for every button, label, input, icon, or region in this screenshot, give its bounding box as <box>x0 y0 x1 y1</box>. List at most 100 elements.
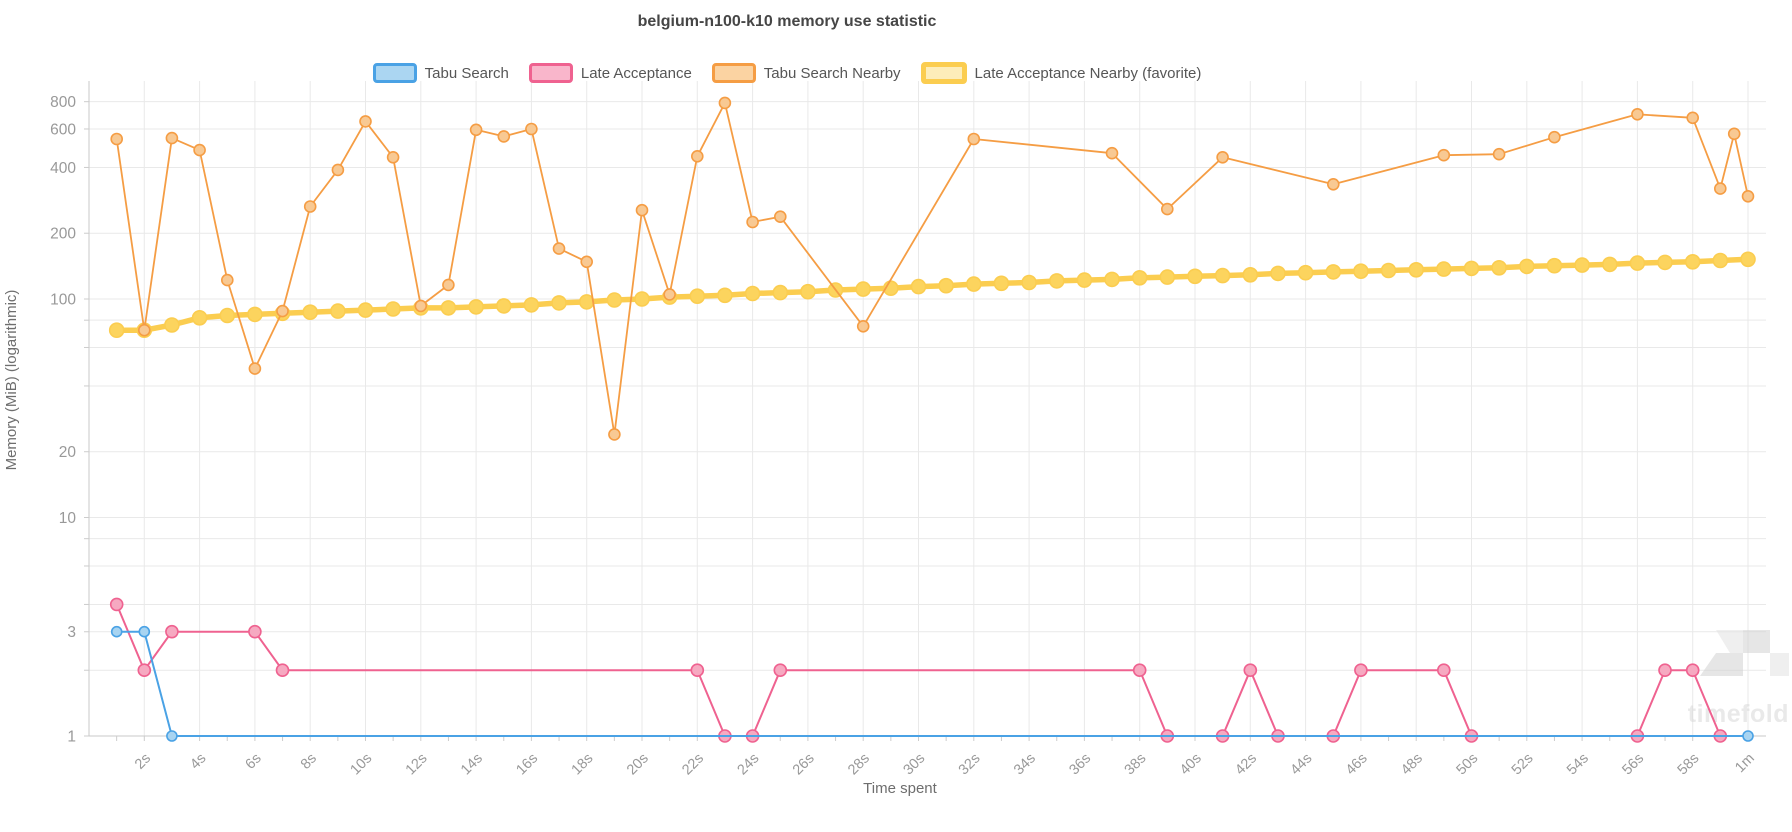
data-point-tabu-search-nearby[interactable] <box>359 115 372 128</box>
data-point-late-acceptance-nearby-favorite[interactable] <box>1049 273 1065 289</box>
data-point-late-acceptance-nearby-favorite[interactable] <box>800 283 816 300</box>
data-point-late-acceptance-nearby-favorite[interactable] <box>1574 257 1590 273</box>
data-point-tabu-search-nearby[interactable] <box>110 132 123 146</box>
data-point-late-acceptance-nearby-favorite[interactable] <box>1629 255 1646 271</box>
data-point-tabu-search-nearby[interactable] <box>193 143 206 157</box>
data-point-late-acceptance-nearby-favorite[interactable] <box>1021 274 1037 291</box>
data-point-late-acceptance-nearby-favorite[interactable] <box>1712 252 1729 269</box>
data-point-late-acceptance-nearby-favorite[interactable] <box>330 303 346 319</box>
data-point-tabu-search-nearby[interactable] <box>414 299 428 313</box>
data-point-late-acceptance-nearby-favorite[interactable] <box>1131 269 1148 286</box>
data-point-late-acceptance-nearby-favorite[interactable] <box>1380 262 1397 279</box>
data-point-tabu-search-nearby[interactable] <box>1714 182 1727 195</box>
data-point-late-acceptance-nearby-favorite[interactable] <box>606 292 623 308</box>
data-point-late-acceptance[interactable] <box>248 624 262 639</box>
data-point-tabu-search-nearby[interactable] <box>773 210 787 223</box>
data-point-late-acceptance-nearby-favorite[interactable] <box>1463 260 1480 277</box>
data-point-tabu-search-nearby[interactable] <box>525 122 538 136</box>
data-point-late-acceptance-nearby-favorite[interactable] <box>495 298 512 314</box>
data-point-late-acceptance-nearby-favorite[interactable] <box>164 317 180 333</box>
data-point-tabu-search-nearby[interactable] <box>635 203 649 217</box>
data-point-tabu-search-nearby[interactable] <box>386 151 400 164</box>
data-point-late-acceptance-nearby-favorite[interactable] <box>689 288 706 305</box>
data-point-tabu-search-nearby[interactable] <box>746 215 759 229</box>
data-point-late-acceptance[interactable] <box>1354 663 1368 678</box>
data-point-late-acceptance-nearby-favorite[interactable] <box>1076 272 1093 288</box>
data-point-late-acceptance-nearby-favorite[interactable] <box>523 297 540 313</box>
data-point-late-acceptance[interactable] <box>1243 663 1258 678</box>
data-point-late-acceptance-nearby-favorite[interactable] <box>772 284 789 301</box>
data-point-late-acceptance-nearby-favorite[interactable] <box>1270 265 1286 282</box>
data-point-late-acceptance[interactable] <box>1658 663 1672 678</box>
data-point-late-acceptance[interactable] <box>1685 663 1700 678</box>
data-point-late-acceptance-nearby-favorite[interactable] <box>108 322 125 339</box>
data-point-tabu-search-nearby[interactable] <box>469 123 483 137</box>
data-point-late-acceptance-nearby-favorite[interactable] <box>385 301 401 317</box>
data-point-tabu-search-nearby[interactable] <box>1492 147 1506 161</box>
data-point-late-acceptance-nearby-favorite[interactable] <box>634 291 650 307</box>
legend-item-late-acceptance[interactable]: Late Acceptance <box>528 63 692 83</box>
data-point-late-acceptance-nearby-favorite[interactable] <box>247 306 263 323</box>
data-point-tabu-search-nearby[interactable] <box>276 304 289 318</box>
data-point-late-acceptance-nearby-favorite[interactable] <box>357 302 374 318</box>
data-point-tabu-search[interactable] <box>1742 730 1754 742</box>
data-point-tabu-search-nearby[interactable] <box>1105 146 1119 160</box>
data-point-tabu-search-nearby[interactable] <box>497 130 511 143</box>
data-point-late-acceptance-nearby-favorite[interactable] <box>1159 269 1176 285</box>
data-point-tabu-search[interactable] <box>166 730 178 742</box>
data-point-late-acceptance-nearby-favorite[interactable] <box>1546 257 1563 274</box>
data-point-late-acceptance-nearby-favorite[interactable] <box>717 287 733 304</box>
data-point-late-acceptance[interactable] <box>275 663 290 678</box>
data-point-late-acceptance-nearby-favorite[interactable] <box>1519 258 1535 275</box>
data-point-late-acceptance-nearby-favorite[interactable] <box>965 276 982 292</box>
data-point-late-acceptance-nearby-favorite[interactable] <box>1602 256 1618 273</box>
data-point-late-acceptance[interactable] <box>1437 663 1451 678</box>
data-point-late-acceptance-nearby-favorite[interactable] <box>1104 271 1120 288</box>
data-point-late-acceptance-nearby-favorite[interactable] <box>993 275 1010 292</box>
data-point-tabu-search[interactable] <box>110 625 123 638</box>
data-point-late-acceptance-nearby-favorite[interactable] <box>1657 254 1673 271</box>
data-point-tabu-search-nearby[interactable] <box>1631 108 1644 121</box>
data-point-tabu-search-nearby[interactable] <box>1548 130 1561 144</box>
legend-item-tabu-search[interactable]: Tabu Search <box>372 63 509 83</box>
data-point-tabu-search[interactable] <box>138 625 151 638</box>
data-point-tabu-search-nearby[interactable] <box>552 242 566 255</box>
data-point-tabu-search-nearby[interactable] <box>1686 111 1699 125</box>
data-point-tabu-search-nearby[interactable] <box>165 131 179 145</box>
data-point-late-acceptance-nearby-favorite[interactable] <box>744 285 761 302</box>
data-point-late-acceptance-nearby-favorite[interactable] <box>468 299 484 315</box>
data-point-late-acceptance-nearby-favorite[interactable] <box>302 304 319 321</box>
data-point-tabu-search-nearby[interactable] <box>718 96 732 110</box>
data-point-tabu-search-nearby[interactable] <box>331 163 345 177</box>
data-point-tabu-search-nearby[interactable] <box>580 255 594 269</box>
legend-item-tabu-search-nearby[interactable]: Tabu Search Nearby <box>711 63 901 83</box>
data-point-tabu-search-nearby[interactable] <box>663 288 676 301</box>
data-point-late-acceptance-nearby-favorite[interactable] <box>551 295 567 311</box>
data-point-late-acceptance[interactable] <box>109 597 124 612</box>
data-point-late-acceptance-nearby-favorite[interactable] <box>219 307 236 324</box>
data-point-tabu-search-nearby[interactable] <box>1327 178 1340 191</box>
data-point-tabu-search-nearby[interactable] <box>1216 151 1229 164</box>
data-point-tabu-search-nearby[interactable] <box>138 323 151 337</box>
data-point-late-acceptance-nearby-favorite[interactable] <box>1408 261 1424 278</box>
data-point-late-acceptance-nearby-favorite[interactable] <box>910 278 927 295</box>
data-point-late-acceptance-nearby-favorite[interactable] <box>1436 261 1452 277</box>
data-point-late-acceptance-nearby-favorite[interactable] <box>1684 253 1701 270</box>
data-point-late-acceptance-nearby-favorite[interactable] <box>1740 251 1756 268</box>
data-point-tabu-search-nearby[interactable] <box>221 273 234 287</box>
data-point-late-acceptance[interactable] <box>137 663 152 678</box>
data-point-tabu-search-nearby[interactable] <box>967 132 981 146</box>
data-point-tabu-search-nearby[interactable] <box>1727 127 1741 141</box>
data-point-tabu-search-nearby[interactable] <box>1161 202 1174 216</box>
data-point-late-acceptance-nearby-favorite[interactable] <box>1491 259 1507 276</box>
data-point-tabu-search-nearby[interactable] <box>1437 148 1451 162</box>
data-point-tabu-search-nearby[interactable] <box>442 278 455 292</box>
data-point-tabu-search-nearby[interactable] <box>690 150 704 163</box>
data-point-tabu-search-nearby[interactable] <box>856 319 870 333</box>
data-point-late-acceptance-nearby-favorite[interactable] <box>938 277 954 294</box>
data-point-late-acceptance-nearby-favorite[interactable] <box>1242 266 1259 283</box>
data-point-late-acceptance-nearby-favorite[interactable] <box>440 300 457 316</box>
data-point-late-acceptance[interactable] <box>690 663 705 678</box>
data-point-late-acceptance-nearby-favorite[interactable] <box>1297 264 1314 281</box>
data-point-late-acceptance-nearby-favorite[interactable] <box>1325 264 1342 280</box>
